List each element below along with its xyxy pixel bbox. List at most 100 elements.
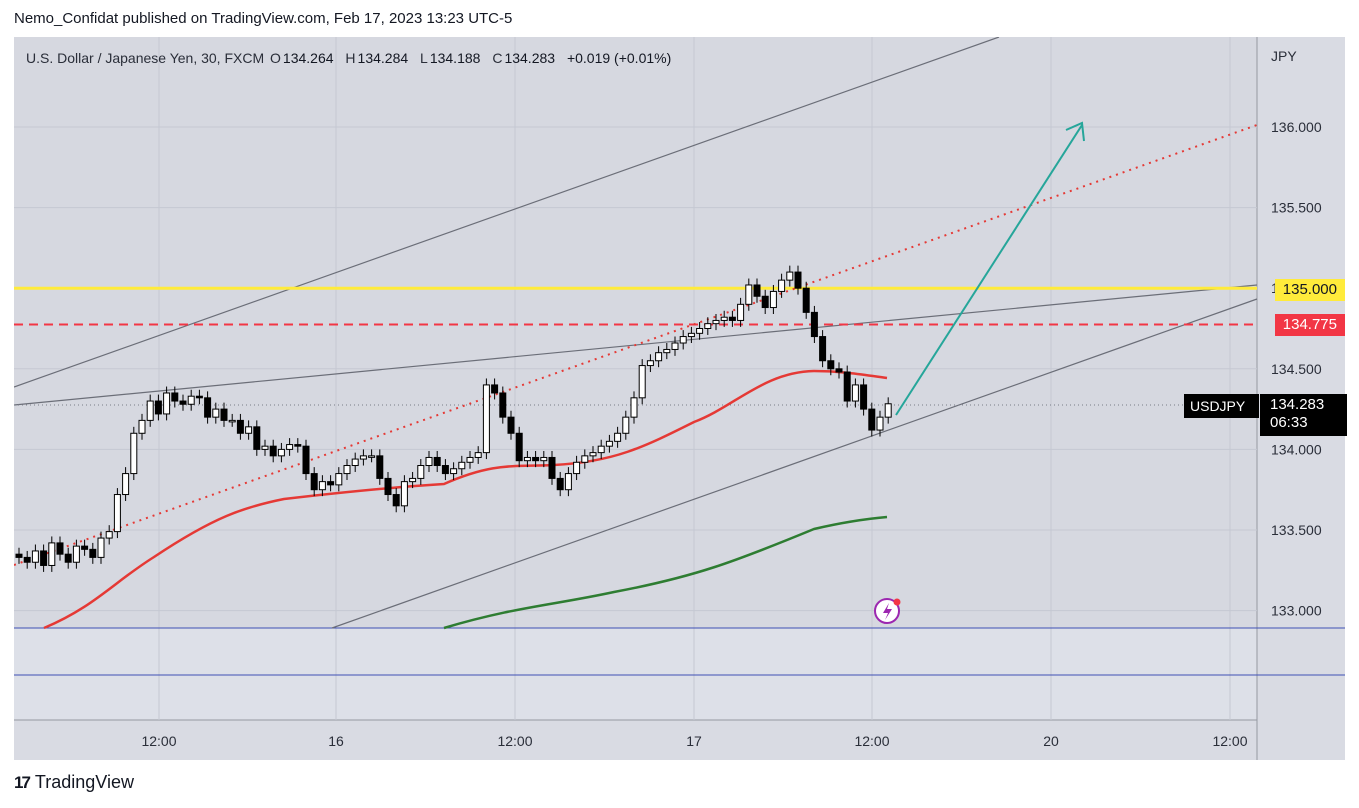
candle[interactable] [187,395,195,405]
candle[interactable] [15,553,23,558]
candle[interactable] [778,279,786,292]
candle[interactable] [786,271,794,281]
candle[interactable] [532,456,540,462]
candle[interactable] [310,473,318,491]
candle[interactable] [212,408,220,418]
candle[interactable] [286,444,294,450]
candle[interactable] [433,456,441,467]
candle[interactable] [564,473,572,491]
candle[interactable] [737,303,745,321]
candle[interactable] [860,384,868,410]
candle[interactable] [671,342,679,350]
candle[interactable] [23,556,31,563]
price-chart[interactable]: 136.000 135.500 135.000 134.500 134.000 133.5… [14,37,1345,760]
candle[interactable] [417,465,425,479]
candle[interactable] [482,384,490,454]
candle[interactable] [474,452,482,458]
candle[interactable] [335,473,343,486]
candle[interactable] [236,419,244,434]
candle[interactable] [802,287,810,313]
candle[interactable] [728,316,736,321]
candle[interactable] [499,392,507,418]
candle[interactable] [261,445,269,450]
candle[interactable] [712,319,720,325]
candle[interactable] [868,408,876,431]
candle[interactable] [48,542,56,566]
candle[interactable] [302,445,310,475]
candle[interactable] [851,384,859,402]
candle[interactable] [351,458,359,467]
candle[interactable] [163,392,171,415]
candle[interactable] [105,531,113,539]
candle[interactable] [368,455,376,458]
candle[interactable] [294,444,302,447]
candle[interactable] [318,481,326,491]
candle[interactable] [384,477,392,496]
candle[interactable] [630,397,638,418]
candle[interactable] [122,473,130,496]
candle[interactable] [573,461,581,475]
candle[interactable] [81,545,89,550]
candle[interactable] [441,465,449,475]
candle[interactable] [130,432,138,475]
candle[interactable] [696,328,704,334]
candle[interactable] [679,336,687,344]
candle[interactable] [835,368,843,373]
candle[interactable] [277,448,285,457]
candle[interactable] [89,548,97,558]
candle[interactable] [269,445,277,457]
candle[interactable] [523,456,531,462]
candle[interactable] [646,360,654,367]
plot-area[interactable] [14,37,1257,720]
candle[interactable] [745,284,753,305]
candle[interactable] [761,295,769,309]
candle[interactable] [179,400,187,405]
candle[interactable] [605,440,613,447]
candle[interactable] [515,432,523,462]
candle[interactable] [638,365,646,399]
candle[interactable] [540,456,548,462]
candle[interactable] [466,456,474,463]
candle[interactable] [392,494,400,507]
candle[interactable] [556,477,564,491]
candle[interactable] [819,336,827,362]
candle[interactable] [769,290,777,309]
candle[interactable] [327,481,335,486]
candle[interactable] [138,419,146,434]
candle[interactable] [458,461,466,470]
candle[interactable] [31,550,39,563]
candle[interactable] [97,537,105,558]
candle[interactable] [827,360,835,370]
candle[interactable] [843,371,851,402]
candle[interactable] [204,397,212,418]
candle[interactable] [376,455,384,479]
candle[interactable] [704,323,712,330]
candle[interactable] [56,542,64,555]
candle[interactable] [794,271,802,289]
candle[interactable] [687,332,695,338]
candle[interactable] [450,468,458,475]
candle[interactable] [663,348,671,354]
candle[interactable] [220,408,228,421]
candle[interactable] [195,395,203,399]
candle[interactable] [228,419,236,423]
candle[interactable] [359,455,367,460]
tradingview-logo[interactable]: 17 TradingView [14,772,134,793]
candle[interactable] [589,452,597,457]
candle[interactable] [548,456,556,479]
candle[interactable] [245,426,253,434]
candle[interactable] [622,416,630,434]
projection-arrow[interactable] [895,124,1083,416]
candle[interactable] [884,403,892,418]
candle[interactable] [810,311,818,338]
candle[interactable] [113,494,121,533]
candle[interactable] [581,455,589,463]
candle[interactable] [597,445,605,454]
candle[interactable] [507,416,515,434]
candle[interactable] [720,316,728,321]
candle[interactable] [154,400,162,415]
candle[interactable] [64,553,72,563]
candle[interactable] [171,392,179,402]
candle[interactable] [655,352,663,362]
candle[interactable] [146,400,154,421]
